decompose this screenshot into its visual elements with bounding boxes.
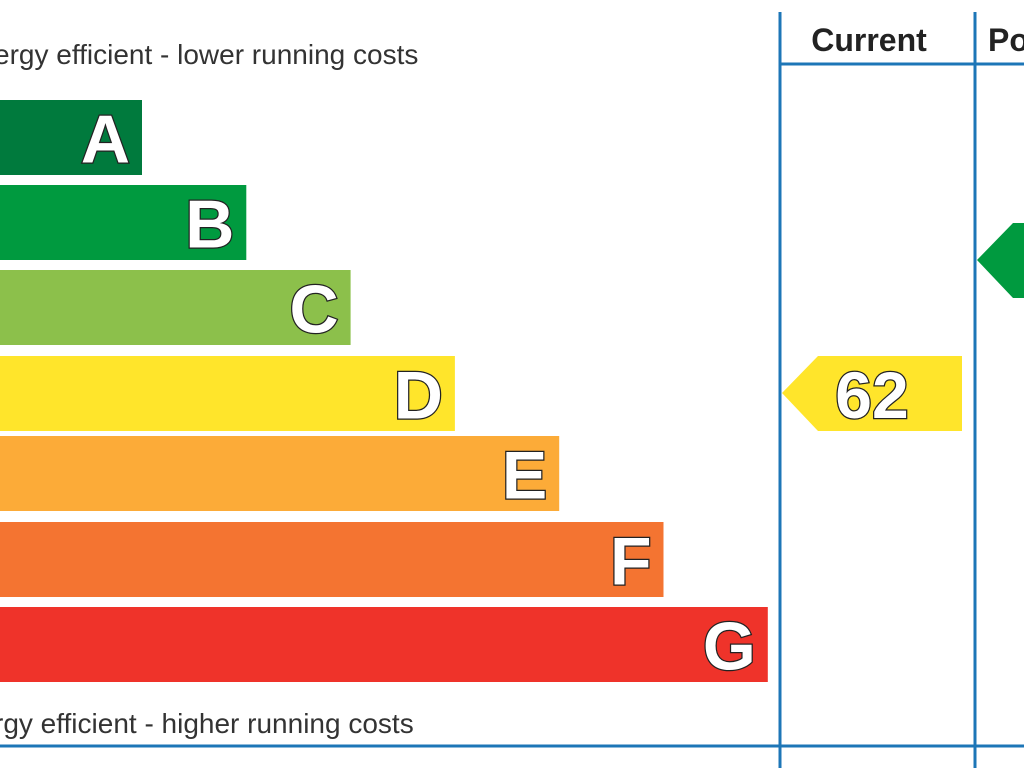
band-d-bar <box>0 356 455 431</box>
band-b-bar <box>0 185 247 260</box>
current-rating-value: 62 <box>835 358 908 432</box>
current-rating-arrow <box>782 356 962 431</box>
band-g-bar <box>0 607 768 682</box>
band-d-label: D <box>394 358 443 434</box>
current-column-header: Current <box>811 22 927 58</box>
potential-rating-arrow <box>977 223 1024 298</box>
band-e-bar <box>0 436 560 511</box>
band-e-label: E <box>502 438 547 514</box>
potential-column-header: Po <box>988 22 1024 58</box>
band-g-label: G <box>703 609 756 685</box>
top-caption: ergy efficient - lower running costs <box>0 39 418 70</box>
band-c-label: C <box>289 272 338 348</box>
band-b-label: B <box>185 187 234 263</box>
band-c-bar <box>0 270 351 345</box>
bottom-caption: rgy efficient - higher running costs <box>0 708 414 739</box>
band-f-label: F <box>610 524 652 600</box>
band-f-bar <box>0 522 664 597</box>
band-a-label: A <box>81 102 130 178</box>
band-a-bar <box>0 100 142 175</box>
